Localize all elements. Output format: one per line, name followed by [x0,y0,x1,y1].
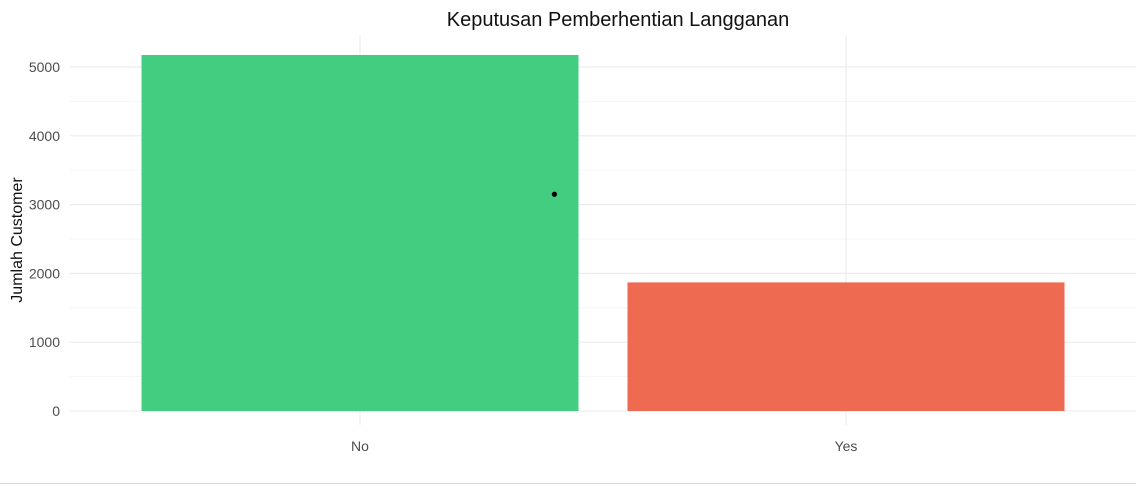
bar-layer [141,55,1065,411]
annotation-layer [551,191,558,197]
y-tick-label: 0 [52,403,60,419]
chart-title: Keputusan Pemberhentian Langganan [447,9,790,31]
x-tick-label: No [351,438,369,454]
y-axis-ticks: 0 1000 2000 3000 4000 5000 [29,59,60,419]
annotation-point [551,191,558,197]
y-tick-label: 3000 [29,197,60,213]
y-tick-label: 4000 [29,128,60,144]
bottom-divider [0,483,1136,484]
bar-no [141,55,579,411]
bar-yes [627,282,1065,411]
y-tick-label: 5000 [29,59,60,75]
y-tick-label: 1000 [29,334,60,350]
y-tick-label: 2000 [29,265,60,281]
x-tick-label: Yes [835,438,858,454]
y-axis-title: Jumlah Customer [9,177,26,303]
x-axis-ticks: No Yes [351,438,857,454]
